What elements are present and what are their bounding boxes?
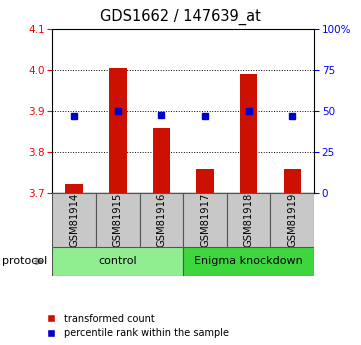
Bar [96, 193, 140, 247]
Bar [52, 247, 183, 276]
Text: GSM81918: GSM81918 [244, 193, 254, 247]
Bar [183, 247, 314, 276]
Bar [140, 193, 183, 247]
Text: GSM81917: GSM81917 [200, 193, 210, 247]
Text: Enigma knockdown: Enigma knockdown [194, 256, 303, 266]
Text: control: control [99, 256, 137, 266]
Bar [52, 193, 96, 247]
Text: GDS1662 / 147639_at: GDS1662 / 147639_at [100, 9, 261, 25]
Text: GSM81915: GSM81915 [113, 193, 123, 247]
Bar [109, 68, 126, 193]
Bar [227, 193, 270, 247]
Text: GSM81914: GSM81914 [69, 193, 79, 247]
Bar [183, 193, 227, 247]
Legend: transformed count, percentile rank within the sample: transformed count, percentile rank withi… [41, 314, 229, 338]
Bar [283, 169, 301, 193]
Text: GSM81916: GSM81916 [156, 193, 166, 247]
Text: protocol: protocol [2, 256, 47, 266]
Bar [65, 184, 83, 193]
Bar [270, 193, 314, 247]
Bar [240, 73, 257, 193]
Text: GSM81919: GSM81919 [287, 193, 297, 247]
Bar [153, 128, 170, 193]
Bar [196, 169, 214, 193]
